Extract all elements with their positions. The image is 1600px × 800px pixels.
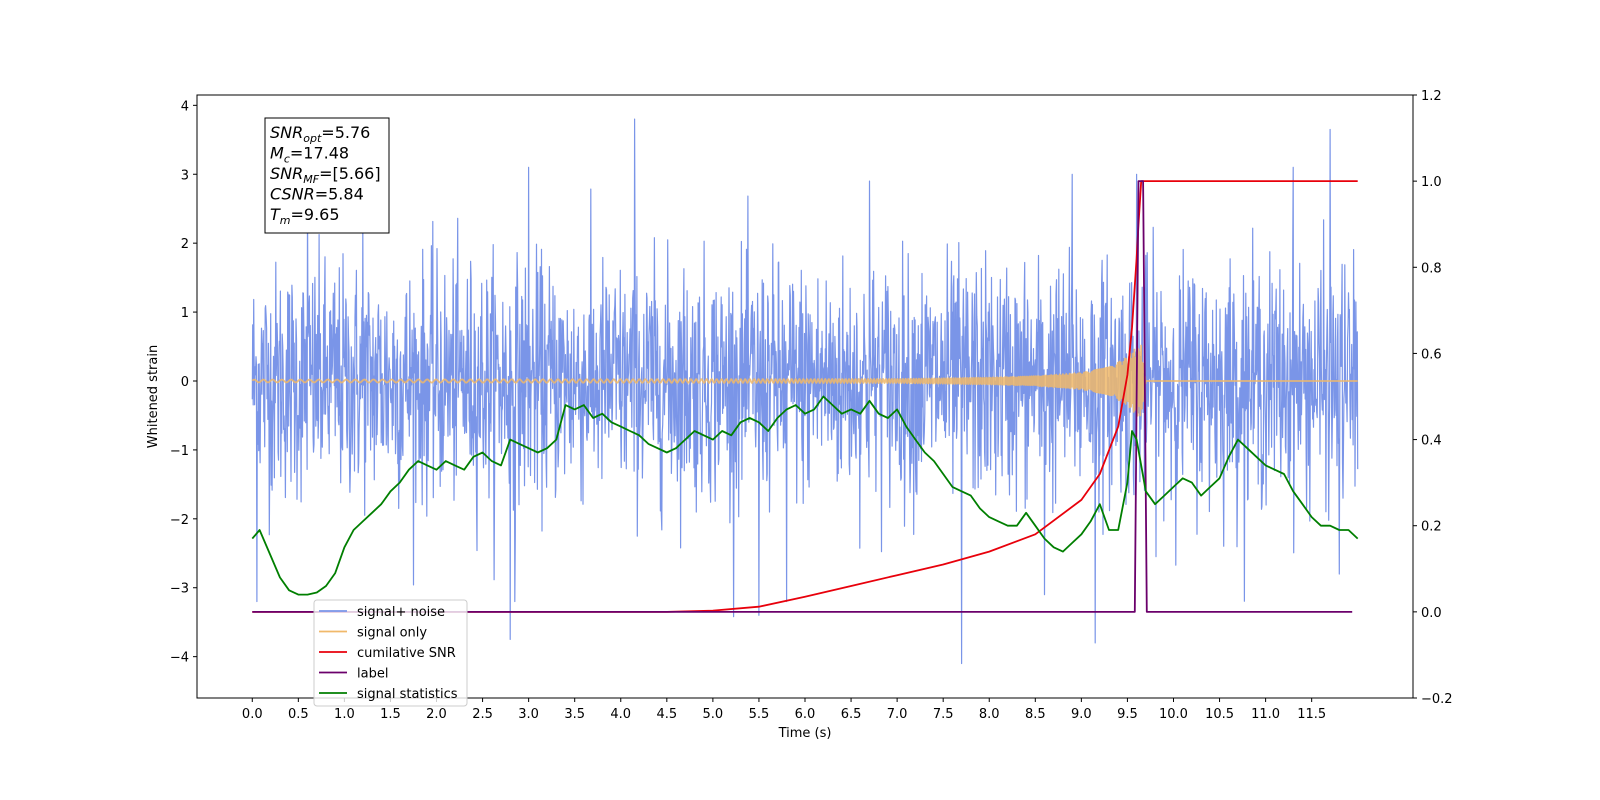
- legend-label: signal statistics: [357, 687, 458, 702]
- x-tick-label: 1.5: [380, 707, 401, 722]
- y-axis-label: Whitened strain: [146, 345, 161, 448]
- y-left-tick-label: −4: [170, 651, 189, 666]
- y-right-tick-label: 0.4: [1421, 434, 1442, 449]
- y-right-tick-label: −0.2: [1421, 692, 1453, 707]
- y-right-tick-label: 0.6: [1421, 347, 1442, 362]
- series-line-signal-only: [251, 344, 1359, 417]
- x-tick-label: 6.5: [841, 707, 862, 722]
- y-right-tick-label: 1.0: [1421, 175, 1442, 190]
- annotation-line: CSNR=5.84: [270, 185, 364, 204]
- x-tick-label: 4.0: [610, 707, 631, 722]
- series-line-cumilative-snr: [252, 180, 1358, 613]
- series-line-label: [252, 180, 1353, 613]
- series-line-signal-statistics: [251, 395, 1359, 596]
- y-left-tick-label: −3: [170, 582, 189, 597]
- x-tick-label: 1.0: [334, 707, 355, 722]
- y-right-tick-label: 0.0: [1421, 606, 1442, 621]
- y-left-tick-label: 0: [181, 375, 189, 390]
- annotation-line: SNRMF=[5.66]: [270, 164, 381, 186]
- annotation-box-frame: [264, 117, 390, 234]
- axes-frame: [196, 94, 1414, 699]
- parameter-annotation-box: SNRopt=5.76Mc=17.48SNRMF=[5.66]CSNR=5.84…: [264, 117, 390, 234]
- x-tick-label: 11.0: [1251, 707, 1280, 722]
- y-left-tick-label: 2: [181, 237, 189, 252]
- x-tick-label: 6.0: [795, 707, 816, 722]
- x-tick-label: 0.5: [288, 707, 309, 722]
- y-left-tick-label: −1: [170, 444, 189, 459]
- y-left-tick-label: −2: [170, 513, 189, 528]
- y-left-tick-label: 1: [181, 306, 189, 321]
- x-tick-label: 2.0: [426, 707, 447, 722]
- x-tick-label: 10.5: [1205, 707, 1234, 722]
- plot-area: [251, 118, 1359, 665]
- series-line-signal-noise: [251, 118, 1359, 665]
- annotation-line: Tm=9.65: [270, 205, 340, 227]
- x-tick-label: 5.5: [749, 707, 770, 722]
- x-tick-label: 7.0: [887, 707, 908, 722]
- x-tick-label: 10.0: [1159, 707, 1188, 722]
- legend-label: signal only: [357, 626, 427, 641]
- annotation-line: SNRopt=5.76: [270, 123, 370, 145]
- x-tick-label: 8.0: [979, 707, 1000, 722]
- x-tick-label: 3.5: [564, 707, 585, 722]
- y-left-tick-label: 4: [181, 99, 189, 114]
- y-right-tick-label: 0.2: [1421, 520, 1442, 535]
- legend-label: cumilative SNR: [357, 646, 456, 661]
- legend-frame: [313, 599, 468, 707]
- legend-label: label: [357, 667, 388, 682]
- x-tick-label: 11.5: [1297, 707, 1326, 722]
- annotation-line: Mc=17.48: [270, 144, 349, 166]
- x-tick-label: 2.5: [472, 707, 493, 722]
- legend: signal+ noise signal only cumilative SNR la…: [313, 599, 468, 707]
- x-axis-label: Time (s): [778, 726, 832, 741]
- x-tick-label: 9.0: [1071, 707, 1092, 722]
- y-right-tick-label: 1.2: [1421, 89, 1442, 104]
- x-tick-label: 7.5: [933, 707, 954, 722]
- y-right-tick-label: 0.8: [1421, 261, 1442, 276]
- x-tick-label: 4.5: [656, 707, 677, 722]
- axis-ticks: 0.0 0.5 1.0 1.5 2.0 2.5 3.0 3.5 4.0 4.5 5.0 5.5 6.0 6…: [170, 89, 1453, 722]
- x-tick-label: 0.0: [242, 707, 263, 722]
- x-tick-label: 8.5: [1025, 707, 1046, 722]
- x-tick-label: 9.5: [1117, 707, 1138, 722]
- x-tick-label: 3.0: [518, 707, 539, 722]
- y-left-tick-label: 3: [181, 168, 189, 183]
- x-tick-label: 5.0: [703, 707, 724, 722]
- legend-label: signal+ noise: [357, 605, 445, 620]
